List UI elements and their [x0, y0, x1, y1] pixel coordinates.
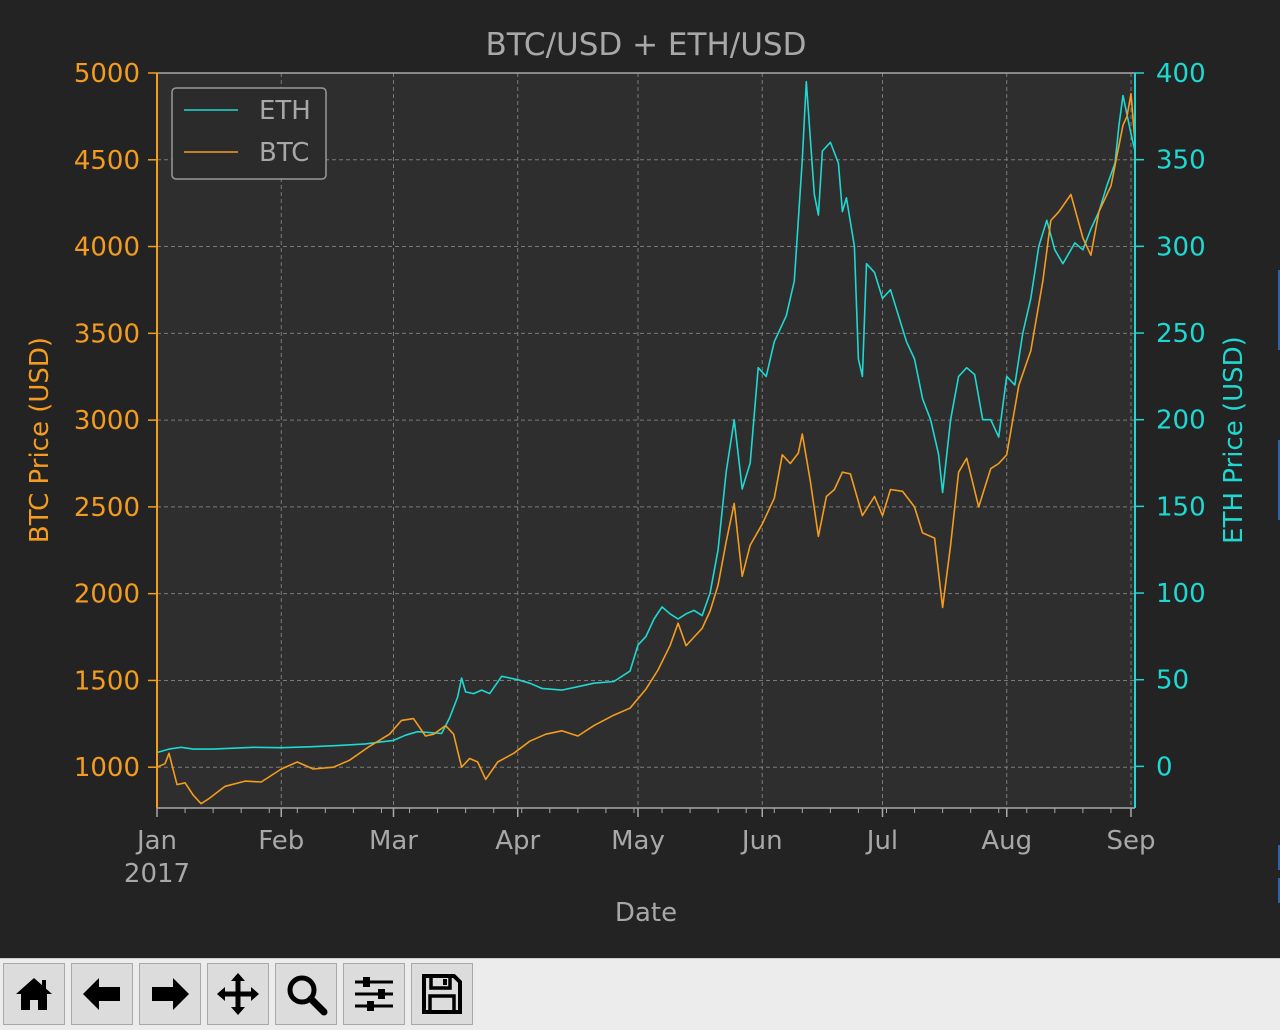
y-right-tick-label: 350 [1156, 146, 1206, 176]
x-axis-label: Date [615, 898, 677, 928]
chart-title: BTC/USD + ETH/USD [486, 27, 807, 63]
x-tick-label: Aug [981, 826, 1032, 856]
y-right-tick-label: 400 [1156, 59, 1206, 89]
y-left-tick-label: 4500 [74, 146, 140, 176]
y-left-tick-label: 4000 [74, 233, 140, 263]
window-edge-mark [1278, 440, 1280, 520]
y-left-tick-label: 1000 [74, 753, 140, 783]
x-tick-label: May [611, 826, 665, 856]
y-left-tick-label: 2000 [74, 580, 140, 610]
arrow-left-icon [83, 978, 120, 1010]
magnifier-icon [287, 975, 328, 1016]
y-left-tick-label: 3500 [74, 319, 140, 349]
y-left-tick-label: 1500 [74, 666, 140, 696]
y-right-tick-label: 100 [1156, 579, 1206, 609]
pan-button[interactable] [207, 963, 269, 1025]
y-right-tick-label: 0 [1156, 752, 1173, 782]
y-right-tick-label: 150 [1156, 492, 1206, 522]
arrow-right-icon [152, 978, 189, 1010]
figure: Jan 2017 Feb Mar Apr May Jun Jul Aug Sep 1000 1500 2… [25, 27, 1249, 928]
navigation-toolbar [0, 958, 1280, 1030]
series-line-btc [156, 93, 1136, 805]
sliders-icon [355, 977, 393, 1011]
window-edge-mark [1278, 845, 1280, 870]
window-edge-mark [1278, 878, 1280, 903]
configure-subplots-button[interactable] [343, 963, 405, 1025]
floppy-disk-icon [422, 974, 462, 1014]
home-icon [16, 978, 52, 1010]
y-right-tick-label: 250 [1156, 319, 1206, 349]
x-tick-label: Jun [740, 826, 783, 856]
y-axis-label-left: BTC Price (USD) [25, 337, 55, 543]
home-button[interactable] [3, 963, 65, 1025]
zoom-button[interactable] [275, 963, 337, 1025]
back-button[interactable] [71, 963, 133, 1025]
legend-label: BTC [259, 138, 309, 168]
y-axis-label-right: ETH Price (USD) [1219, 336, 1249, 544]
forward-button[interactable] [139, 963, 201, 1025]
y-right-tick-label: 200 [1156, 406, 1206, 436]
x-tick-label: Jul [865, 826, 898, 856]
window-edge-mark [1278, 270, 1280, 350]
x-tick-label: Apr [495, 826, 540, 856]
legend-label: ETH [259, 96, 311, 126]
y-left-tick-label: 2500 [74, 493, 140, 523]
save-button[interactable] [411, 963, 473, 1025]
x-tick-sublabel: 2017 [124, 859, 190, 889]
x-tick-label: Feb [258, 826, 304, 856]
y-right-tick-label: 50 [1156, 666, 1189, 696]
x-tick-label: Sep [1106, 826, 1155, 856]
plot-area [157, 73, 1135, 808]
x-tick-label: Jan [135, 826, 177, 856]
y-right-tick-label: 300 [1156, 232, 1206, 262]
x-tick-label: Mar [369, 826, 418, 856]
move-icon [217, 973, 259, 1015]
y-left-tick-label: 3000 [74, 406, 140, 436]
series-line-eth [156, 80, 1136, 754]
y-left-tick-label: 5000 [74, 59, 140, 89]
